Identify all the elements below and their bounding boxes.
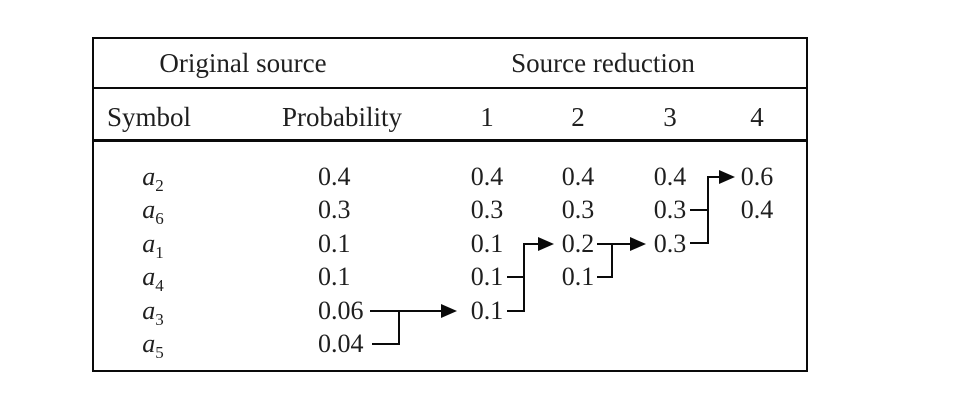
prob-a3: 0.06 bbox=[318, 296, 364, 325]
symbol-a3-sub: 3 bbox=[155, 310, 164, 330]
prob-a6: 0.3 bbox=[318, 195, 351, 224]
reduction-4-a6: 0.4 bbox=[740, 195, 774, 224]
column-header-divider bbox=[92, 139, 808, 142]
reduction-3-a2: 0.4 bbox=[653, 162, 687, 191]
group-header-original-source: Original source bbox=[159, 48, 327, 78]
reduction-1-a4: 0.1 bbox=[470, 262, 504, 291]
reduction-1-a1: 0.1 bbox=[470, 229, 504, 258]
merge-col1-dash-upper bbox=[507, 276, 525, 278]
merge-col3-hline bbox=[707, 176, 720, 178]
symbol-a6-base: a bbox=[142, 195, 156, 224]
reduction-1-a3: 0.1 bbox=[470, 296, 504, 325]
merge-col3-vline bbox=[707, 176, 709, 244]
reduction-2-a6: 0.3 bbox=[561, 195, 595, 224]
prob-a4: 0.1 bbox=[318, 262, 351, 291]
merge-prob-vline bbox=[398, 310, 400, 345]
symbol-a4-sub: 4 bbox=[155, 276, 164, 296]
symbol-a5-sub: 5 bbox=[155, 343, 164, 363]
column-header-reduction-2: 2 bbox=[571, 102, 585, 132]
column-header-reduction-4: 4 bbox=[750, 102, 764, 132]
symbol-a5: a5 bbox=[113, 327, 193, 361]
prob-a2: 0.4 bbox=[318, 162, 351, 191]
merge-col2-vline bbox=[611, 243, 613, 278]
prob-a5: 0.04 bbox=[318, 329, 364, 358]
symbol-a3-base: a bbox=[142, 296, 156, 325]
merge-col3-dash-lower bbox=[690, 242, 709, 244]
merge-prob-arrowhead-icon bbox=[441, 304, 457, 318]
symbol-a1: a1 bbox=[113, 227, 193, 261]
symbol-a2: a2 bbox=[113, 160, 193, 194]
merge-col1-hline bbox=[523, 243, 539, 245]
reduction-3-a1: 0.3 bbox=[653, 229, 687, 258]
column-header-symbol: Symbol bbox=[107, 102, 192, 132]
merge-col1-arrowhead-icon bbox=[538, 237, 554, 251]
merge-col2-dash bbox=[597, 276, 613, 278]
group-header-source-reduction: Source reduction bbox=[511, 48, 695, 78]
symbol-a4: a4 bbox=[113, 260, 193, 294]
reduction-1-a2: 0.4 bbox=[470, 162, 504, 191]
merge-col2-hline bbox=[597, 243, 631, 245]
merge-prob-hline bbox=[370, 310, 442, 312]
column-header-probability: Probability bbox=[282, 102, 402, 132]
symbol-a1-base: a bbox=[142, 229, 156, 258]
symbol-a6-sub: 6 bbox=[155, 209, 164, 229]
symbol-a4-base: a bbox=[142, 262, 156, 291]
merge-prob-dash bbox=[372, 343, 400, 345]
symbol-a2-base: a bbox=[142, 162, 156, 191]
merge-col2-arrowhead-icon bbox=[630, 237, 646, 251]
reduction-4-a2: 0.6 bbox=[740, 162, 774, 191]
reduction-2-a2: 0.4 bbox=[561, 162, 595, 191]
symbol-a6: a6 bbox=[113, 193, 193, 227]
merge-col3-dash-upper bbox=[690, 209, 709, 211]
symbol-a3: a3 bbox=[113, 294, 193, 328]
symbol-a5-base: a bbox=[142, 329, 156, 358]
reduction-3-a6: 0.3 bbox=[653, 195, 687, 224]
column-header-reduction-3: 3 bbox=[663, 102, 677, 132]
prob-a1: 0.1 bbox=[318, 229, 351, 258]
reduction-2-a4: 0.1 bbox=[561, 262, 595, 291]
reduction-1-a6: 0.3 bbox=[470, 195, 504, 224]
merge-col1-vline bbox=[523, 243, 525, 312]
merge-col3-arrowhead-icon bbox=[719, 170, 735, 184]
group-header-divider bbox=[92, 87, 808, 89]
symbol-a2-sub: 2 bbox=[155, 176, 164, 196]
merge-col1-dash-lower bbox=[507, 310, 525, 312]
reduction-2-a1: 0.2 bbox=[561, 229, 595, 258]
column-header-reduction-1: 1 bbox=[480, 102, 494, 132]
symbol-a1-sub: 1 bbox=[155, 243, 164, 263]
